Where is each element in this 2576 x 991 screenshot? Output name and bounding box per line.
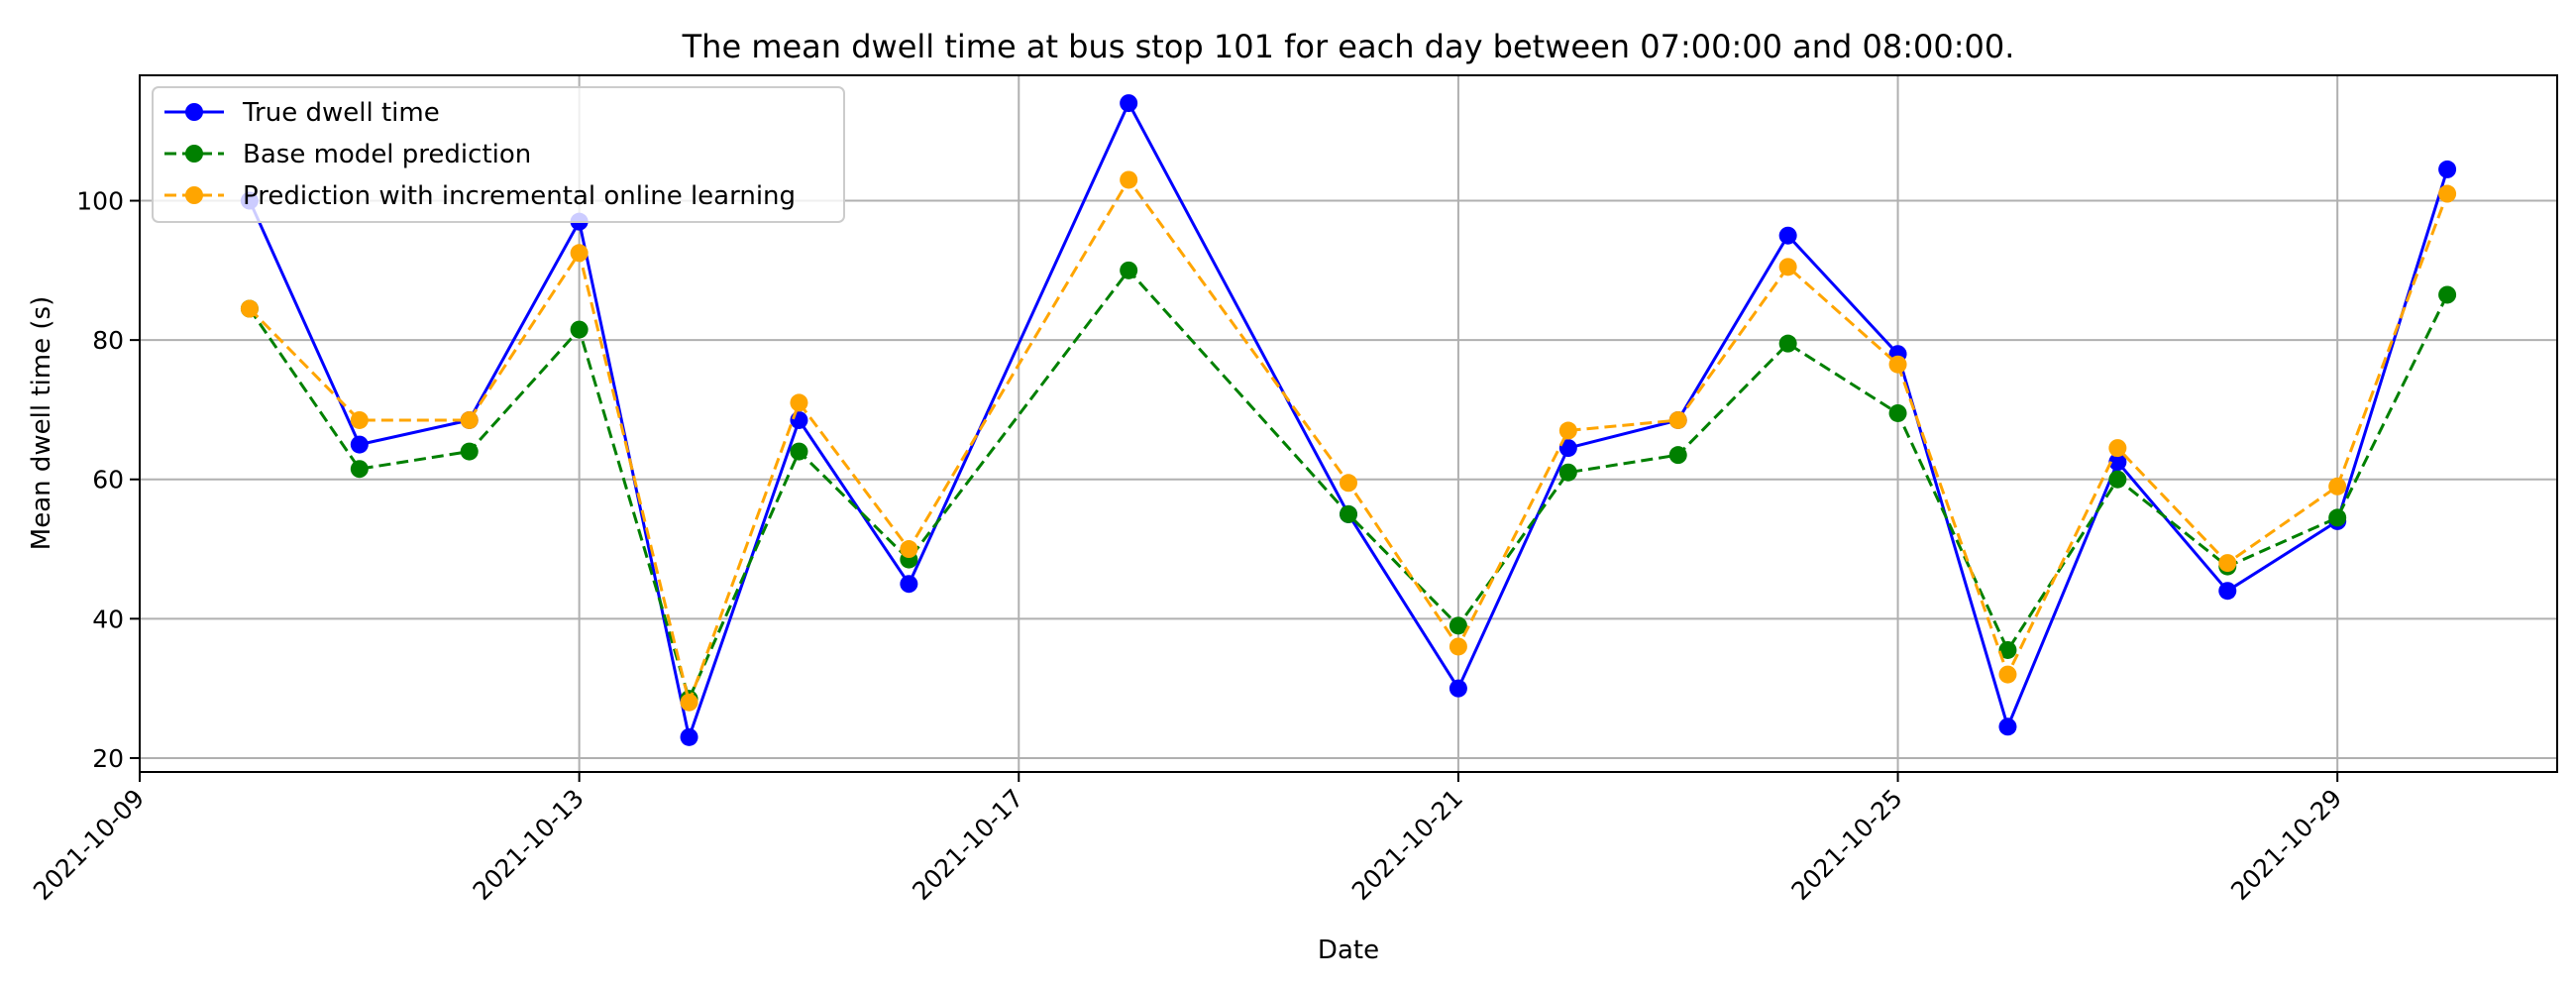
- legend-label: Prediction with incremental online learn…: [243, 181, 796, 211]
- y-tick-label: 100: [76, 187, 124, 216]
- legend-marker: [185, 103, 203, 121]
- data-point: [2328, 477, 2347, 496]
- data-point: [1888, 403, 1907, 422]
- data-point: [1449, 637, 1467, 656]
- data-point: [2218, 582, 2237, 601]
- y-tick-label: 20: [92, 744, 124, 773]
- data-point: [1778, 258, 1797, 276]
- data-point: [680, 693, 698, 712]
- data-point: [790, 442, 808, 461]
- data-point: [1668, 446, 1687, 465]
- data-point: [1778, 226, 1797, 245]
- data-point: [1998, 640, 2017, 659]
- data-point: [1888, 355, 1907, 374]
- x-axis-label: Date: [1318, 936, 1379, 965]
- data-point: [1998, 665, 2017, 684]
- data-point: [790, 410, 808, 429]
- data-point: [1449, 679, 1467, 698]
- y-tick-label: 60: [92, 466, 124, 495]
- data-point: [1120, 94, 1138, 113]
- legend-marker: [185, 145, 203, 163]
- data-point: [900, 575, 918, 594]
- data-point: [1558, 421, 1577, 440]
- series-3: [240, 170, 2457, 712]
- data-point: [2328, 508, 2347, 527]
- chart-title: The mean dwell time at bus stop 101 for …: [682, 28, 2015, 65]
- data-point: [350, 410, 369, 429]
- data-point: [1449, 616, 1467, 635]
- y-tick-label: 80: [92, 326, 124, 355]
- data-point: [2438, 184, 2457, 203]
- data-point: [680, 727, 698, 746]
- data-point: [570, 320, 589, 339]
- data-point: [2108, 439, 2127, 458]
- data-point: [900, 540, 918, 559]
- data-point: [2108, 453, 2127, 472]
- data-point: [1668, 410, 1687, 429]
- data-point: [1998, 717, 2017, 736]
- data-point: [1340, 504, 1357, 523]
- legend-box: [152, 86, 845, 223]
- data-point: [2108, 470, 2127, 489]
- data-point: [240, 299, 259, 318]
- y-tick-label: 40: [92, 605, 124, 633]
- data-point: [1558, 463, 1577, 482]
- y-axis-label: Mean dwell time (s): [27, 296, 56, 550]
- data-point: [350, 435, 369, 454]
- data-point: [1340, 474, 1357, 493]
- data-point: [1120, 170, 1138, 189]
- data-point: [460, 442, 479, 461]
- legend-label: True dwell time: [242, 98, 440, 128]
- legend-label: Base model prediction: [243, 140, 531, 169]
- plot-frame: [139, 74, 2558, 773]
- data-point: [1120, 261, 1138, 279]
- data-point: [350, 460, 369, 479]
- data-point: [1558, 439, 1577, 458]
- legend-marker: [185, 186, 203, 204]
- data-point: [2218, 554, 2237, 573]
- data-point: [460, 410, 479, 429]
- series-layer: [240, 94, 2457, 746]
- data-point: [2438, 160, 2457, 178]
- legend: True dwell time Base model prediction Pred…: [152, 86, 845, 223]
- data-point: [790, 393, 808, 412]
- data-point: [1778, 334, 1797, 353]
- data-point: [2438, 285, 2457, 304]
- data-point: [570, 244, 589, 263]
